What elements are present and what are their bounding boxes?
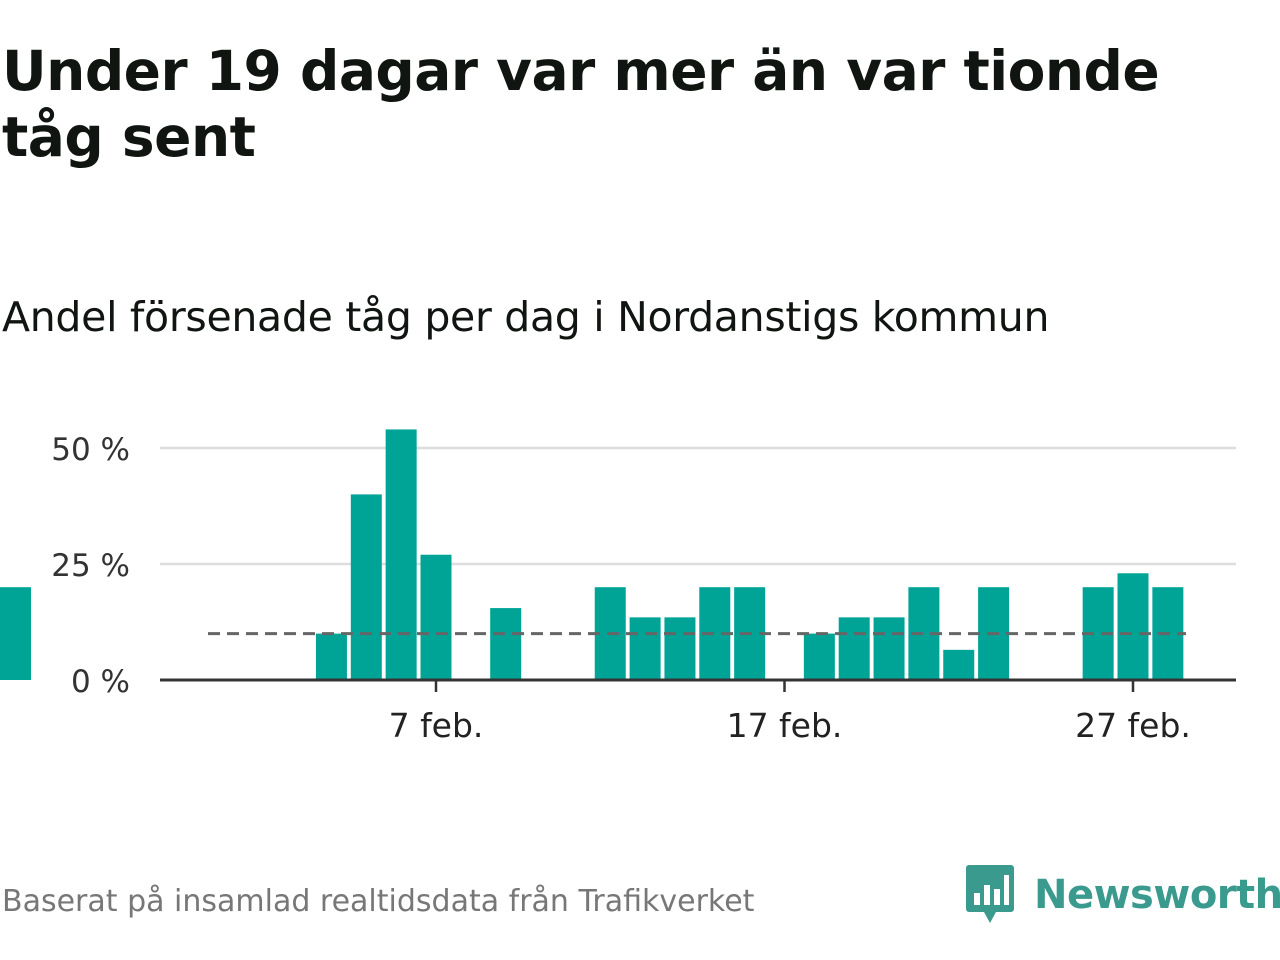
axes	[160, 678, 1236, 692]
bar	[490, 608, 522, 680]
chart-title: Under 19 dagar var mer än var tionde tåg…	[2, 39, 1160, 169]
bar	[385, 429, 417, 680]
chart-subtitle: Andel försenade tåg per dag i Nordanstig…	[2, 293, 1050, 341]
brand-name: Newsworthy	[1034, 872, 1280, 918]
bar	[350, 494, 382, 680]
bar	[943, 649, 975, 680]
x-tick-label: 17 feb.	[727, 706, 843, 745]
y-tick-label: 50 %	[51, 432, 130, 468]
source-note: Baserat på insamlad realtidsdata från Tr…	[2, 884, 755, 919]
y-tick-label: 25 %	[51, 548, 130, 584]
tick-labels: 0 % 25 % 50 % 7 feb. 17 feb. 27 feb.	[51, 432, 1191, 745]
bar	[803, 633, 835, 680]
grid-lines	[160, 446, 1236, 566]
newsworthy-logo-icon	[966, 865, 1014, 923]
bars	[0, 429, 1184, 680]
brand-logo: Newsworthy	[966, 864, 1280, 926]
bar	[0, 649, 31, 680]
x-tick-label: 27 feb.	[1075, 706, 1191, 745]
bar-chart: 0 % 25 % 50 % 7 feb. 17 feb. 27 feb.	[0, 429, 1236, 745]
bar	[420, 554, 452, 680]
x-tick-label: 7 feb.	[389, 706, 484, 745]
y-tick-label: 0 %	[71, 664, 130, 700]
bar	[664, 617, 696, 680]
bar	[629, 617, 661, 680]
bar	[838, 617, 870, 680]
bar	[1117, 573, 1149, 680]
bar	[873, 617, 905, 680]
bar	[315, 633, 347, 680]
